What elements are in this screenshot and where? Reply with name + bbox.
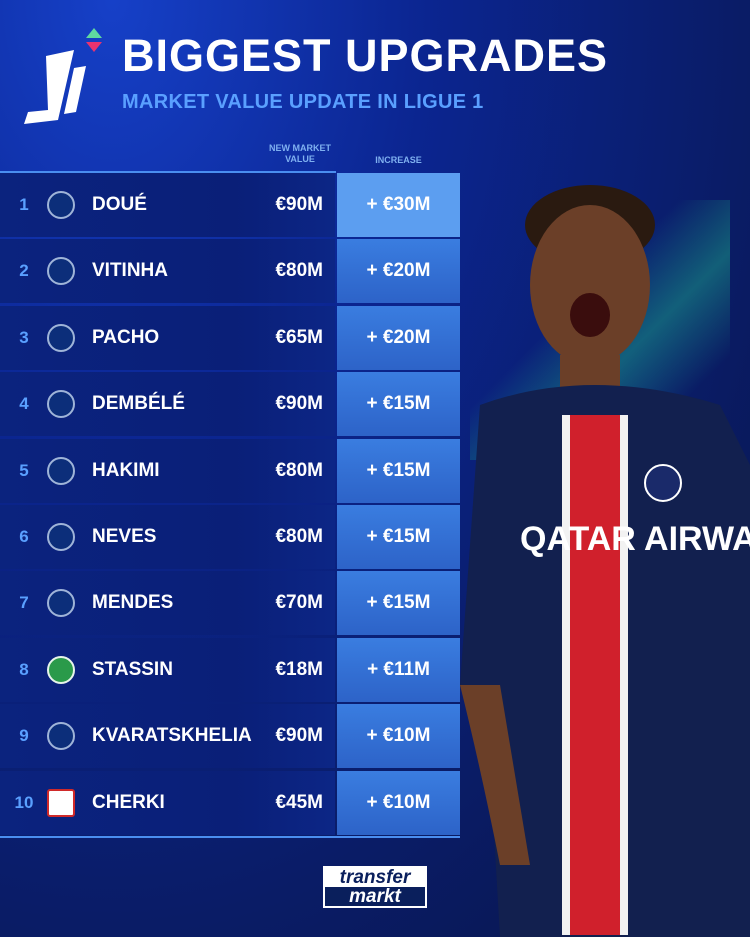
increase-value: + €10M xyxy=(337,704,460,769)
player-name: STASSIN xyxy=(92,658,173,680)
rank: 10 xyxy=(14,792,34,812)
psg-crest-icon xyxy=(47,589,75,618)
table-row: 3 PACHO €65M + €20M xyxy=(0,305,460,370)
psg-crest-icon xyxy=(47,323,75,352)
psg-crest-icon xyxy=(47,523,75,551)
rank: 3 xyxy=(19,327,29,347)
psg-crest-icon xyxy=(47,191,75,219)
market-value: €65M xyxy=(275,326,323,348)
divider xyxy=(0,836,460,838)
player-name: NEVES xyxy=(92,526,157,547)
psg-crest-icon xyxy=(47,257,75,286)
rank: 1 xyxy=(19,195,29,214)
player-name: HAKIMI xyxy=(92,459,160,481)
rank: 2 xyxy=(19,261,29,281)
rank: 4 xyxy=(19,394,29,414)
player-name: DEMBÉLÉ xyxy=(92,393,185,415)
table-row: 10 CHERKI €45M + €10M xyxy=(0,770,460,835)
table-row: 2 VITINHA €80M + €20M xyxy=(0,239,460,304)
increase-value: + €15M xyxy=(337,438,460,503)
player-name: MENDES xyxy=(92,592,174,614)
increase-value: + €15M xyxy=(337,372,460,437)
saint-etienne-crest-icon xyxy=(47,655,75,684)
rank: 8 xyxy=(19,659,29,679)
market-value: €90M xyxy=(275,194,323,215)
psg-crest-icon xyxy=(47,456,75,485)
row-background: 9 KVARATSKHELIA €90M xyxy=(0,704,335,769)
increase-value: + €15M xyxy=(337,571,460,636)
player-name: KVARATSKHELIA xyxy=(92,725,252,747)
market-value: €80M xyxy=(275,260,323,282)
market-value: €70M xyxy=(275,592,323,614)
table-row: 5 HAKIMI €80M + €15M xyxy=(0,438,460,503)
jersey-sponsor: QATAR AIRWAYS xyxy=(520,520,750,558)
increase-value: + €11M xyxy=(337,637,460,702)
divider xyxy=(0,171,336,173)
row-background: 7 MENDES €70M xyxy=(0,571,335,636)
table-row: 4 DEMBÉLÉ €90M + €15M xyxy=(0,372,460,437)
page-title: BIGGEST UPGRADES xyxy=(122,30,609,81)
row-background: 2 VITINHA €80M xyxy=(0,239,335,304)
market-value: €80M xyxy=(275,459,323,481)
column-header-increase: INCREASE xyxy=(375,155,422,165)
market-value: €90M xyxy=(275,725,323,747)
table-row: 6 NEVES €80M + €15M xyxy=(0,505,460,569)
table-row: 7 MENDES €70M + €15M xyxy=(0,571,460,636)
player-name: CHERKI xyxy=(92,791,165,813)
increase-value: + €30M xyxy=(337,173,460,237)
row-background: 3 PACHO €65M xyxy=(0,305,335,370)
player-photo: QATAR AIRWAYS xyxy=(460,185,750,937)
lyon-crest-icon xyxy=(47,788,75,817)
psg-crest-icon xyxy=(47,722,75,751)
increase-value: + €15M xyxy=(337,505,460,569)
column-header-market-value: NEW MARKET VALUE xyxy=(269,143,331,164)
increase-value: + €10M xyxy=(337,770,460,835)
market-value: €80M xyxy=(275,526,323,547)
rank: 6 xyxy=(19,527,29,546)
row-background: 10 CHERKI €45M xyxy=(0,770,335,835)
increase-value: + €20M xyxy=(337,305,460,370)
rank: 5 xyxy=(19,460,29,480)
rank: 7 xyxy=(19,593,29,613)
rank: 9 xyxy=(19,726,29,746)
player-name: PACHO xyxy=(92,326,160,348)
row-background: 5 HAKIMI €80M xyxy=(0,438,335,503)
market-value: €18M xyxy=(275,658,323,680)
market-value: €90M xyxy=(275,393,323,415)
table-row: 8 STASSIN €18M + €11M xyxy=(0,637,460,702)
increase-value: + €20M xyxy=(337,239,460,304)
row-background: 4 DEMBÉLÉ €90M xyxy=(0,372,335,437)
market-value: €45M xyxy=(275,791,323,813)
psg-crest-icon xyxy=(47,390,75,419)
row-background: 6 NEVES €80M xyxy=(0,505,335,569)
table-row: 1 DOUÉ €90M + €30M xyxy=(0,173,460,237)
row-background: 1 DOUÉ €90M xyxy=(0,173,335,237)
row-background: 8 STASSIN €18M xyxy=(0,637,335,702)
table-row: 9 KVARATSKHELIA €90M + €10M xyxy=(0,704,460,769)
page-subtitle: MARKET VALUE UPDATE IN LIGUE 1 xyxy=(122,91,484,113)
player-name: VITINHA xyxy=(92,260,168,282)
player-name: DOUÉ xyxy=(92,194,147,215)
ligue1-logo xyxy=(24,28,102,124)
transfermarkt-logo: transfer markt xyxy=(323,866,427,908)
